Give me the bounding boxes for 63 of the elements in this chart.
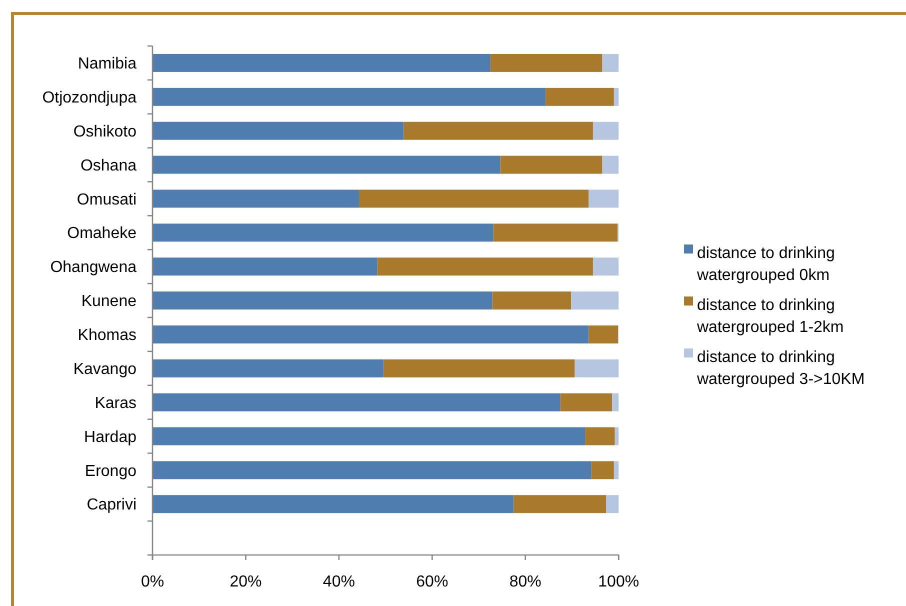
- bar: [384, 359, 575, 378]
- bar: [152, 292, 492, 310]
- bar: [152, 495, 514, 514]
- bar: [571, 292, 619, 310]
- bar: [574, 359, 619, 378]
- x-tick-label: 60%: [416, 573, 448, 590]
- y-tick-label: Kunene: [81, 293, 137, 310]
- bar: [514, 495, 606, 514]
- bar: [492, 292, 572, 310]
- y-tick-label: Omusati: [76, 191, 136, 208]
- bar: [152, 258, 378, 276]
- bar: [493, 224, 618, 242]
- y-tick-label: Oshana: [80, 157, 137, 174]
- bar: [612, 393, 619, 412]
- bar: [404, 122, 593, 140]
- bar: [500, 156, 602, 174]
- bar: [377, 258, 593, 276]
- x-tick-label: 40%: [322, 573, 355, 590]
- y-tick-label: Karas: [94, 394, 136, 412]
- y-tick-label: Oshikoto: [73, 123, 137, 140]
- bar: [545, 88, 614, 106]
- bar: [152, 88, 546, 106]
- bar: [152, 427, 586, 446]
- y-tick-label: Ohangwena: [50, 259, 137, 276]
- legend-label: distance to drinking watergrouped 0km: [696, 245, 835, 284]
- bar: [592, 122, 619, 140]
- bar: [358, 190, 589, 208]
- y-tick-label: Omaheke: [67, 225, 137, 242]
- bar: [602, 156, 619, 174]
- bar: [152, 54, 490, 72]
- y-tick-label: Namibia: [78, 56, 137, 73]
- y-tick-label: Caprivi: [86, 496, 136, 514]
- bar: [585, 427, 615, 446]
- bar: [152, 325, 589, 344]
- x-tick-label: 20%: [230, 573, 262, 590]
- bar: [560, 393, 612, 412]
- bar: [152, 224, 494, 242]
- bar: [614, 461, 619, 480]
- bar: [152, 156, 500, 174]
- bar: [614, 88, 619, 106]
- legend-label: distance to drinking watergrouped 3->10KM: [696, 349, 865, 388]
- legend-label: distance to drinking watergrouped 1-2km: [696, 297, 844, 336]
- bar: [614, 427, 619, 446]
- y-tick-label: Kavango: [73, 360, 137, 378]
- bar: [591, 461, 614, 480]
- bar: [606, 495, 619, 514]
- y-tick-label: Erongo: [84, 462, 137, 480]
- bar: [152, 122, 404, 140]
- y-tick-label: Khomas: [78, 327, 136, 344]
- bar: [152, 359, 384, 378]
- bar: [490, 54, 602, 72]
- x-tick-label: 80%: [509, 573, 542, 590]
- bar: [588, 325, 618, 344]
- y-tick-label: Hardap: [84, 428, 137, 446]
- bar: [152, 190, 359, 208]
- bar: [592, 258, 619, 276]
- x-tick-label: 100%: [598, 573, 640, 590]
- bar: [152, 393, 560, 412]
- bar: [602, 54, 619, 72]
- bar: [152, 461, 592, 480]
- bar: [588, 190, 619, 208]
- x-tick-label: 0%: [140, 573, 164, 590]
- y-tick-label: Otjozondjupa: [42, 90, 137, 106]
